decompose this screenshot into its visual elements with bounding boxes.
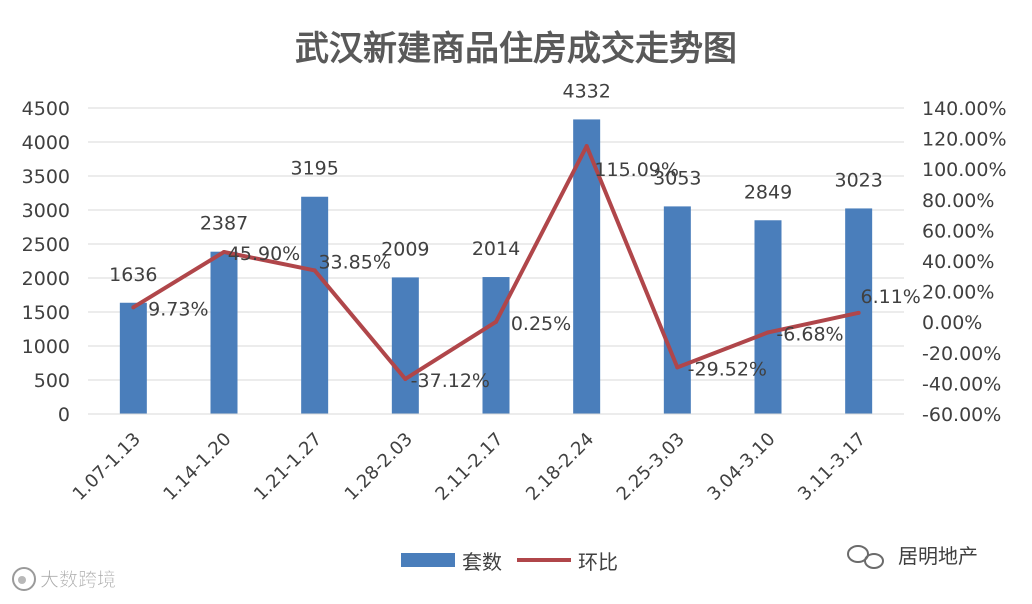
line-point — [312, 268, 317, 273]
left-axis: 0 500 1000 1500 2000 2500 3000 3500 4000 4500 — [22, 98, 70, 426]
line-point — [403, 376, 408, 381]
x-tick-label: 1.14-1.20 — [159, 429, 235, 505]
wechat-icon — [847, 545, 884, 569]
legend-bar-swatch — [401, 553, 455, 567]
line-point — [584, 144, 589, 149]
left-tick-label: 4500 — [22, 98, 70, 120]
line-value-label: 9.73% — [148, 298, 208, 320]
bar — [210, 251, 238, 414]
x-tick-label: 3.11-3.17 — [794, 429, 870, 505]
line-value-label: 6.11% — [860, 286, 920, 308]
bar-value-label: 2387 — [200, 213, 248, 235]
line-series — [131, 144, 861, 381]
bar-series — [119, 119, 873, 414]
right-axis: -60.00% -40.00% -20.00% 0.00% 20.00% 40.00% 60… — [922, 98, 1007, 426]
bar-value-label: 2014 — [472, 238, 520, 260]
left-tick-label: 1500 — [22, 302, 70, 324]
bar-value-label: 1636 — [109, 264, 157, 286]
x-tick-label: 1.21-1.27 — [250, 429, 326, 505]
watermark-left-text: 大数跨境 — [40, 569, 116, 591]
line-point — [494, 319, 498, 324]
bar-value-label: 2009 — [381, 238, 429, 260]
legend: 套数 环比 — [401, 550, 618, 574]
x-tick-label: 2.11-2.17 — [431, 429, 507, 505]
bar — [754, 220, 782, 414]
bar-value-label: 2849 — [744, 181, 792, 203]
left-tick-label: 3500 — [22, 166, 70, 188]
line-value-label: -6.68% — [776, 323, 843, 345]
left-tick-label: 4000 — [22, 132, 70, 154]
right-tick-label: -60.00% — [922, 404, 1001, 426]
right-tick-label: 20.00% — [922, 282, 994, 304]
line-point — [675, 365, 680, 370]
watermark-left: 大数跨境 — [12, 567, 116, 591]
right-tick-label: -40.00% — [922, 373, 1001, 395]
x-tick-label: 2.18-2.24 — [522, 429, 598, 505]
watermark-right-text: 居明地产 — [898, 544, 978, 568]
x-axis: 1.07-1.13 1.14-1.20 1.21-1.27 1.28-2.03 2.11… — [69, 413, 904, 505]
right-tick-label: 120.00% — [922, 129, 1007, 151]
left-tick-label: 500 — [34, 370, 70, 392]
bar-value-label: 3195 — [290, 158, 338, 180]
bar-value-label: 3053 — [653, 167, 701, 189]
line-data-labels: 9.73% 45.90% 33.85% -37.12% 0.25% 115.09% -29.… — [148, 159, 921, 392]
bar — [482, 277, 510, 414]
bar — [663, 206, 691, 414]
line-point — [766, 330, 770, 335]
left-tick-label: 3000 — [22, 200, 70, 222]
x-tick-label: 3.04-3.10 — [703, 429, 779, 505]
line-value-label: -29.52% — [688, 358, 767, 380]
chart-title: 武汉新建商品住房成交走势图 — [295, 29, 737, 69]
right-tick-label: 0.00% — [922, 312, 982, 334]
x-tick-label: 1.07-1.13 — [69, 429, 145, 505]
right-tick-label: 80.00% — [922, 190, 994, 212]
right-tick-label: 60.00% — [922, 220, 994, 242]
line-point — [131, 305, 136, 310]
legend-line-label: 环比 — [578, 550, 618, 574]
bar-value-label: 3023 — [834, 169, 882, 191]
bar-value-label: 4332 — [562, 80, 610, 102]
line-value-label: -37.12% — [411, 370, 490, 392]
bar-data-labels: 1636 2387 3195 2009 2014 4332 3053 2849 3023 — [109, 80, 883, 285]
line-value-label: 33.85% — [318, 251, 390, 273]
line-point — [856, 310, 861, 315]
left-tick-label: 1000 — [22, 336, 70, 358]
bar — [301, 196, 329, 414]
line-point — [222, 249, 226, 254]
x-tick-label: 1.28-2.03 — [341, 429, 417, 505]
bar — [391, 277, 419, 414]
bar — [119, 302, 147, 414]
right-tick-label: 40.00% — [922, 251, 994, 273]
line-value-label: 0.25% — [511, 313, 571, 335]
left-tick-label: 2000 — [22, 268, 70, 290]
legend-bar-label: 套数 — [462, 550, 502, 574]
line-value-label: 45.90% — [228, 243, 300, 265]
line-value-label: 115.09% — [594, 159, 679, 181]
x-tick-label: 2.25-3.03 — [613, 429, 689, 505]
right-tick-label: 140.00% — [922, 98, 1007, 120]
right-tick-label: 100.00% — [922, 159, 1007, 181]
right-tick-label: -20.00% — [922, 343, 1001, 365]
weibo-icon — [12, 567, 36, 591]
watermark-right: 居明地产 — [847, 544, 978, 569]
left-tick-label: 2500 — [22, 234, 70, 256]
left-tick-label: 0 — [58, 404, 70, 426]
